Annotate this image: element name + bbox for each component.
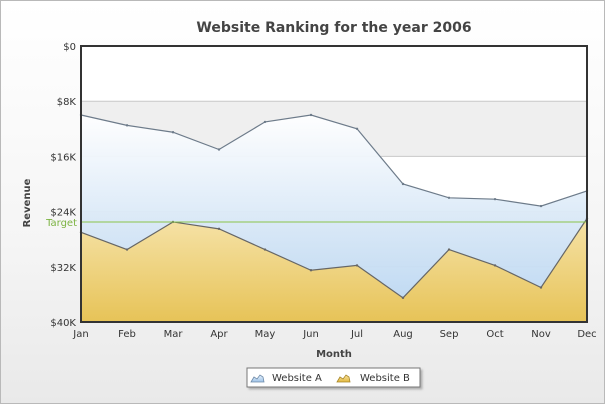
data-point-website-a-aug bbox=[401, 182, 405, 186]
y-tick-label: $32K bbox=[50, 263, 76, 274]
x-tick-label: Apr bbox=[210, 329, 228, 340]
data-point-website-a-mar bbox=[171, 131, 175, 134]
target-line: Target bbox=[45, 218, 587, 229]
legend-box bbox=[246, 367, 421, 388]
data-point-website-b-aug bbox=[401, 296, 405, 300]
data-point-website-a-feb bbox=[125, 124, 129, 127]
data-point-website-b-nov bbox=[539, 286, 543, 289]
x-tick-label: Sep bbox=[440, 329, 459, 340]
x-axis-labels: Jan Feb Mar Apr May Jun Jul Aug Sep Oct Nov Dec bbox=[72, 329, 596, 340]
data-point-website-b-apr bbox=[217, 227, 221, 231]
data-point-website-b-oct bbox=[493, 264, 497, 267]
x-axis-title: Month bbox=[316, 349, 352, 360]
y-tick-label: $8K bbox=[57, 97, 77, 108]
data-point-website-a-may bbox=[263, 120, 267, 124]
target-label: Target bbox=[45, 218, 77, 229]
area-fill-website-b bbox=[81, 218, 587, 322]
x-tick-label: Feb bbox=[118, 329, 136, 340]
data-point-website-a-oct bbox=[493, 197, 497, 201]
x-tick-label: Dec bbox=[577, 329, 596, 340]
x-tick-label: Aug bbox=[393, 329, 413, 340]
y-tick-label: $16K bbox=[50, 152, 76, 163]
legend-swatch-website-a bbox=[250, 374, 265, 383]
legend-swatch-website-b bbox=[336, 374, 351, 383]
data-point-website-b-may bbox=[263, 248, 267, 251]
legend: Website A Website B bbox=[246, 367, 421, 388]
x-tick-label: Mar bbox=[164, 329, 184, 340]
chart-title: Website Ranking for the year 2006 bbox=[196, 20, 471, 36]
data-point-website-b-feb bbox=[125, 248, 129, 251]
data-point-website-a-nov bbox=[539, 204, 543, 208]
x-tick-label: Nov bbox=[531, 329, 551, 340]
x-tick-label: Oct bbox=[486, 329, 503, 340]
x-tick-label: May bbox=[255, 329, 276, 340]
legend-label-website-a: Website A bbox=[272, 373, 322, 384]
x-tick-label: Jun bbox=[302, 329, 319, 340]
data-point-website-a-apr bbox=[217, 148, 221, 151]
series-line-website-a bbox=[80, 114, 588, 207]
data-point-website-b-jun bbox=[309, 269, 313, 272]
x-tick-label: Jan bbox=[72, 329, 88, 340]
plot-border bbox=[80, 45, 588, 323]
series-line-website-b bbox=[80, 218, 588, 299]
data-point-website-b-sep bbox=[447, 248, 451, 251]
y-axis-labels: $0 $8K $16K $24K $32K $40K bbox=[50, 42, 76, 329]
data-point-website-a-jul bbox=[355, 127, 359, 130]
x-tick-label: Jul bbox=[350, 329, 363, 340]
y-tick-label: $0 bbox=[63, 42, 76, 53]
y-tick-label: $40K bbox=[50, 318, 76, 329]
legend-label-website-b: Website B bbox=[360, 373, 410, 384]
y-axis-title: Revenue bbox=[22, 178, 33, 227]
grid-band bbox=[81, 46, 587, 102]
data-point-website-a-jun bbox=[309, 113, 313, 117]
y-tick-label: $24K bbox=[50, 208, 76, 219]
data-point-website-b-jul bbox=[355, 264, 359, 267]
data-point-website-a-sep bbox=[447, 196, 451, 199]
series-areas bbox=[79, 113, 589, 322]
